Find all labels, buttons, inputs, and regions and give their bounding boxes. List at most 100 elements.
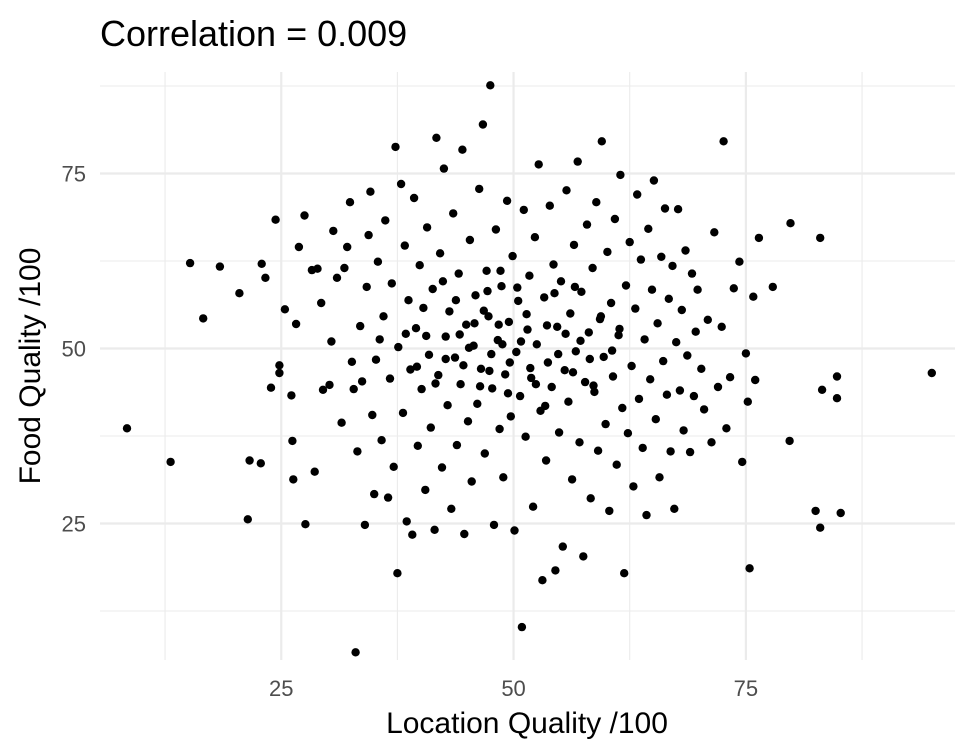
data-point	[541, 401, 550, 411]
data-point	[357, 377, 367, 386]
data-point	[521, 432, 530, 441]
data-point	[502, 196, 512, 205]
data-point	[620, 569, 629, 578]
data-point	[597, 137, 606, 146]
data-point	[465, 235, 475, 245]
data-point	[568, 368, 578, 377]
y-tick-label: 25	[62, 512, 86, 537]
data-point	[419, 303, 428, 313]
data-point	[371, 355, 381, 364]
data-point	[402, 517, 411, 526]
data-point	[289, 475, 298, 484]
data-point	[567, 475, 577, 484]
data-point	[644, 224, 653, 233]
data-point	[491, 225, 501, 234]
data-point	[294, 242, 304, 252]
data-point	[640, 335, 649, 344]
data-point	[345, 198, 355, 207]
data-point	[340, 263, 349, 273]
data-point	[441, 332, 450, 341]
data-point	[554, 349, 563, 359]
data-point	[370, 489, 379, 499]
data-point	[451, 296, 461, 305]
data-point	[738, 457, 747, 467]
data-point	[710, 228, 719, 237]
data-point	[627, 361, 636, 371]
data-point	[437, 463, 447, 472]
data-point	[717, 322, 726, 331]
data-point	[310, 467, 319, 476]
data-point	[660, 204, 670, 213]
data-point	[768, 282, 777, 292]
data-point	[343, 242, 352, 252]
data-point	[605, 506, 614, 516]
data-point	[431, 379, 440, 388]
data-point	[566, 309, 575, 318]
data-point	[235, 289, 244, 298]
data-point	[476, 364, 486, 373]
data-point	[325, 380, 334, 390]
data-point	[549, 260, 558, 269]
data-point	[441, 354, 450, 364]
data-point	[185, 258, 195, 268]
data-point	[313, 264, 322, 273]
data-point	[610, 214, 620, 224]
data-point	[614, 331, 623, 340]
data-point	[687, 269, 697, 278]
data-point	[681, 246, 690, 255]
data-point	[689, 391, 699, 401]
data-point	[487, 349, 496, 359]
data-point	[672, 338, 681, 347]
data-point	[625, 237, 634, 247]
data-point	[347, 357, 357, 366]
data-point	[452, 440, 462, 450]
tick-labels: 25 50 75 25 50 75	[62, 162, 759, 702]
data-point	[166, 457, 175, 467]
data-point	[406, 365, 415, 374]
data-point	[385, 374, 395, 383]
data-point	[719, 137, 728, 146]
data-point	[927, 368, 936, 378]
data-point	[266, 383, 276, 392]
data-point	[634, 394, 644, 404]
data-point	[657, 252, 666, 261]
data-point	[438, 277, 448, 286]
data-point	[547, 382, 556, 392]
data-point	[677, 305, 686, 315]
data-point	[589, 381, 598, 390]
data-point	[646, 375, 655, 384]
data-point	[498, 340, 507, 349]
data-point	[356, 321, 365, 331]
data-point	[464, 343, 474, 352]
data-point	[543, 358, 553, 367]
data-point	[275, 368, 284, 378]
data-point	[450, 353, 460, 362]
data-point	[683, 351, 692, 360]
data-point	[832, 372, 842, 381]
data-point	[467, 477, 476, 486]
data-point	[531, 380, 541, 389]
data-point	[571, 347, 580, 356]
data-point	[280, 305, 290, 314]
data-point	[653, 319, 662, 328]
data-point	[291, 319, 301, 329]
data-point	[550, 289, 559, 298]
data-point	[271, 215, 280, 224]
data-point	[432, 133, 441, 142]
data-point	[527, 373, 536, 383]
data-point	[629, 482, 638, 491]
data-point	[122, 424, 132, 433]
data-point	[596, 312, 606, 321]
data-point	[599, 352, 608, 362]
data-point	[404, 296, 413, 305]
data-point	[470, 319, 479, 328]
data-point	[478, 120, 488, 129]
data-point	[435, 249, 445, 258]
data-point	[473, 399, 482, 408]
data-point	[422, 331, 431, 341]
data-point	[590, 387, 599, 397]
data-point	[475, 184, 484, 194]
data-point	[735, 257, 744, 266]
data-point	[573, 157, 582, 166]
